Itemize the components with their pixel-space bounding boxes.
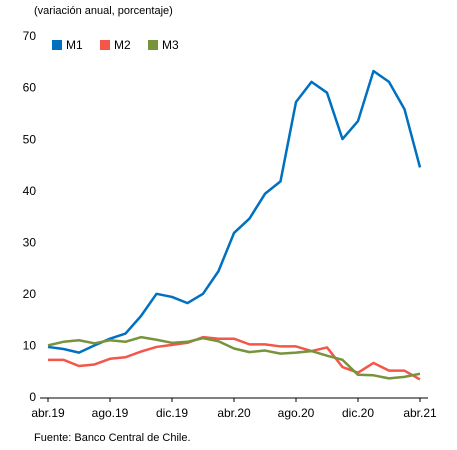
legend-label: M1 xyxy=(66,38,83,52)
line-series xyxy=(47,335,421,380)
y-tick-label: 50 xyxy=(23,132,37,146)
y-tick-label: 20 xyxy=(23,287,37,301)
x-tick-label: abr.21 xyxy=(403,406,437,420)
source-note: Fuente: Banco Central de Chile. xyxy=(34,432,191,444)
y-tick-label: 70 xyxy=(23,29,37,43)
x-tick-label: ago.19 xyxy=(92,406,129,420)
line-series xyxy=(47,69,422,354)
x-tick-label: dic.20 xyxy=(342,406,374,420)
line-series xyxy=(48,335,421,381)
y-tick-label: 30 xyxy=(23,235,37,249)
legend-swatch xyxy=(52,40,62,50)
y-tick-label: 10 xyxy=(23,339,37,353)
y-tick-label: 40 xyxy=(23,184,37,198)
x-tick-label: dic.19 xyxy=(156,406,188,420)
legend-label: M3 xyxy=(162,38,179,52)
x-tick-label: abr.20 xyxy=(217,406,251,420)
legend-swatch xyxy=(148,40,158,50)
legend-swatch xyxy=(100,40,110,50)
y-tick-label: 60 xyxy=(23,81,37,95)
legend-label: M2 xyxy=(114,38,131,52)
x-tick-label: ago.20 xyxy=(278,406,315,420)
chart-subtitle: (variación anual, porcentaje) xyxy=(34,5,173,17)
y-tick-label: 0 xyxy=(29,390,36,404)
x-tick-label: abr.19 xyxy=(31,406,65,420)
